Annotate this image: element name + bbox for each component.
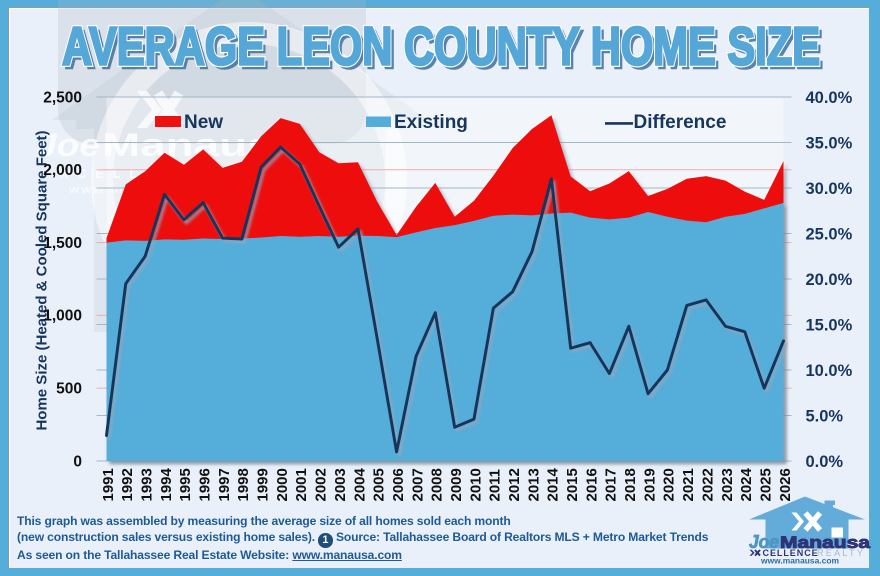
svg-text:2018: 2018 [622,468,639,501]
svg-text:1993: 1993 [139,468,156,501]
svg-text:2017: 2017 [603,468,620,501]
svg-text:2013: 2013 [525,468,542,501]
svg-text:1994: 1994 [158,467,175,501]
svg-text:2000: 2000 [274,468,291,501]
svg-text:15.0%: 15.0% [806,316,853,334]
svg-text:2022: 2022 [699,468,716,501]
svg-text:2012: 2012 [506,468,523,501]
svg-text:1999: 1999 [255,468,272,501]
svg-text:1991: 1991 [100,468,117,501]
svg-text:www.manausa.com: www.manausa.com [760,556,839,566]
svg-text:2,000: 2,000 [43,162,82,179]
svg-text:2001: 2001 [293,468,310,501]
svg-text:New: New [184,112,223,133]
svg-text:2008: 2008 [429,468,446,501]
svg-text:REALTY: REALTY [817,548,865,558]
svg-text:2014: 2014 [545,467,562,501]
svg-text:1997: 1997 [216,468,233,501]
svg-text:2007: 2007 [409,468,426,501]
svg-text:2005: 2005 [371,468,388,501]
svg-text:AVERAGE LEON COUNTY HOME SIZE: AVERAGE LEON COUNTY HOME SIZE [65,20,823,80]
svg-text:20.0%: 20.0% [806,271,853,289]
svg-text:AVERAGE LEON COUNTY HOME SIZE: AVERAGE LEON COUNTY HOME SIZE [62,17,820,77]
svg-text:2026: 2026 [777,468,794,501]
svg-text:10.0%: 10.0% [806,362,853,380]
svg-text:AVERAGE LEON COUNTY HOME SIZE: AVERAGE LEON COUNTY HOME SIZE [62,17,820,77]
svg-text:2,500: 2,500 [43,89,82,106]
svg-text:500: 500 [56,381,82,398]
svg-text:35.0%: 35.0% [806,134,853,152]
svg-text:5.0%: 5.0% [806,407,844,425]
svg-text:2023: 2023 [719,468,736,501]
svg-text:2006: 2006 [390,468,407,501]
svg-text:30.0%: 30.0% [806,180,853,198]
svg-text:40.0%: 40.0% [806,89,853,107]
svg-text:1995: 1995 [177,468,194,501]
svg-text:2019: 2019 [641,468,658,501]
svg-text:Manausa: Manausa [780,534,871,552]
svg-text:1998: 1998 [235,468,252,501]
svg-text:2010: 2010 [467,468,484,501]
svg-text:Existing: Existing [394,112,468,133]
svg-text:1,500: 1,500 [43,235,82,252]
svg-text:2011: 2011 [487,469,504,502]
svg-text:1,000: 1,000 [43,308,82,325]
svg-text:0.0%: 0.0% [806,453,844,471]
svg-text:1996: 1996 [197,468,214,501]
svg-text:2002: 2002 [313,468,330,501]
svg-text:0: 0 [73,453,82,470]
svg-text:Joe: Joe [36,127,100,163]
svg-text:2016: 2016 [583,468,600,501]
svg-text:2004: 2004 [351,467,368,501]
svg-text:2024: 2024 [738,467,755,501]
svg-text:2021: 2021 [680,468,697,501]
svg-text:2009: 2009 [448,468,465,501]
svg-text:2015: 2015 [564,468,581,501]
svg-text:2020: 2020 [661,468,678,501]
svg-text:2025: 2025 [758,468,775,501]
svg-text:CELLENCE: CELLENCE [763,548,819,558]
svg-text:25.0%: 25.0% [806,225,853,243]
svg-text:2003: 2003 [332,468,349,501]
svg-text:1992: 1992 [119,468,136,501]
svg-text:Difference: Difference [634,112,727,133]
svg-text:Joe: Joe [749,532,779,552]
